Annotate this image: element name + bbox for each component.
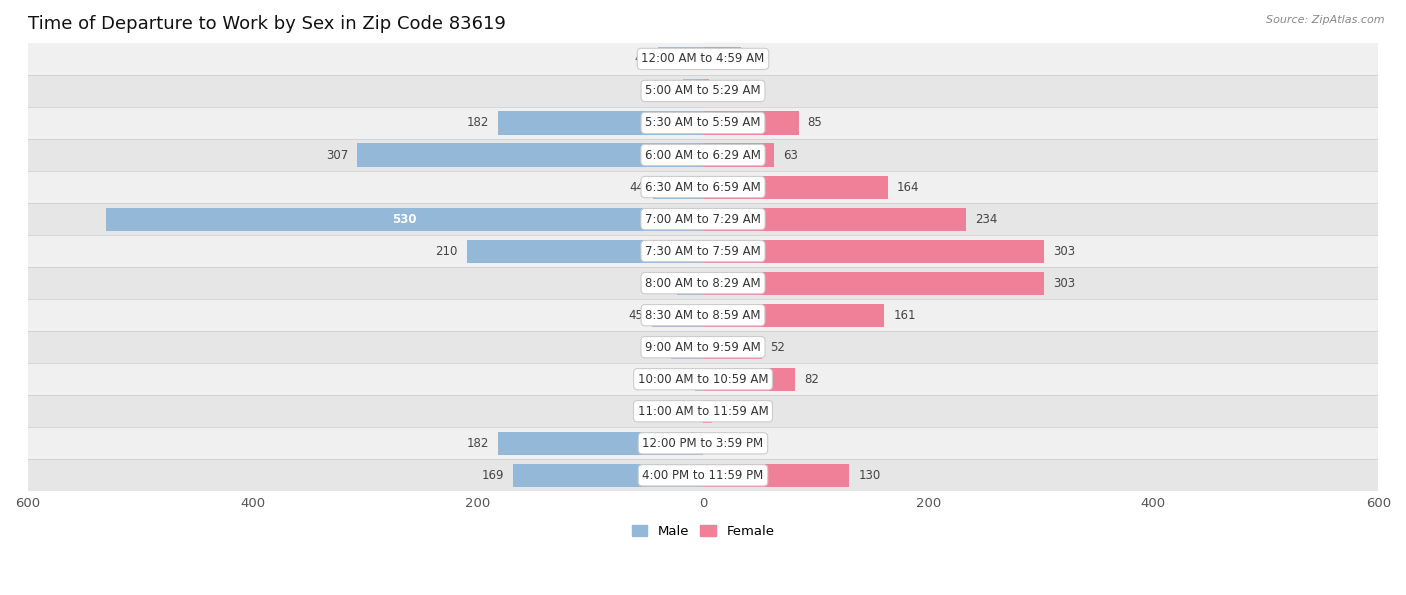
FancyBboxPatch shape — [28, 331, 1378, 363]
Bar — [703, 48, 741, 70]
Bar — [703, 176, 887, 199]
Bar — [498, 111, 703, 134]
Bar — [695, 368, 703, 391]
Text: 28: 28 — [648, 341, 662, 353]
Text: 182: 182 — [467, 437, 489, 450]
Text: Source: ZipAtlas.com: Source: ZipAtlas.com — [1267, 15, 1385, 25]
Text: 8: 8 — [721, 405, 728, 418]
FancyBboxPatch shape — [28, 107, 1378, 139]
Bar — [703, 400, 711, 423]
Bar — [678, 271, 703, 295]
Text: 12:00 AM to 4:59 AM: 12:00 AM to 4:59 AM — [641, 52, 765, 65]
FancyBboxPatch shape — [28, 427, 1378, 459]
Bar — [513, 464, 703, 487]
Bar — [703, 111, 799, 134]
Text: 164: 164 — [897, 180, 920, 193]
Text: 8:00 AM to 8:29 AM: 8:00 AM to 8:29 AM — [645, 277, 761, 290]
Legend: Male, Female: Male, Female — [626, 519, 780, 543]
Bar — [672, 336, 703, 359]
Bar — [683, 79, 703, 102]
Text: 4:00 PM to 11:59 PM: 4:00 PM to 11:59 PM — [643, 469, 763, 482]
Text: 40: 40 — [634, 52, 650, 65]
FancyBboxPatch shape — [28, 267, 1378, 299]
Text: 210: 210 — [436, 245, 457, 258]
Text: 530: 530 — [392, 212, 418, 226]
Text: 234: 234 — [976, 212, 998, 226]
Bar — [703, 208, 966, 231]
Bar — [654, 176, 703, 199]
Text: 7:00 AM to 7:29 AM: 7:00 AM to 7:29 AM — [645, 212, 761, 226]
Text: 8:30 AM to 8:59 AM: 8:30 AM to 8:59 AM — [645, 309, 761, 322]
Bar — [703, 464, 849, 487]
Text: 63: 63 — [783, 149, 797, 161]
Text: 11:00 AM to 11:59 AM: 11:00 AM to 11:59 AM — [638, 405, 768, 418]
Text: 9:00 AM to 9:59 AM: 9:00 AM to 9:59 AM — [645, 341, 761, 353]
Bar — [703, 240, 1045, 262]
Text: 5: 5 — [717, 84, 725, 98]
Bar — [498, 432, 703, 455]
FancyBboxPatch shape — [28, 395, 1378, 427]
Text: 5:30 AM to 5:59 AM: 5:30 AM to 5:59 AM — [645, 117, 761, 130]
Bar — [703, 336, 762, 359]
FancyBboxPatch shape — [28, 43, 1378, 75]
Text: 23: 23 — [654, 277, 668, 290]
Bar — [357, 143, 703, 167]
Text: 85: 85 — [807, 117, 823, 130]
Text: 169: 169 — [481, 469, 503, 482]
FancyBboxPatch shape — [28, 459, 1378, 491]
Bar — [703, 271, 1045, 295]
Text: 307: 307 — [326, 149, 349, 161]
Text: Time of Departure to Work by Sex in Zip Code 83619: Time of Departure to Work by Sex in Zip … — [28, 15, 505, 33]
Text: 182: 182 — [467, 117, 489, 130]
Text: 5:00 AM to 5:29 AM: 5:00 AM to 5:29 AM — [645, 84, 761, 98]
Text: 12:00 PM to 3:59 PM: 12:00 PM to 3:59 PM — [643, 437, 763, 450]
Bar — [652, 303, 703, 327]
Bar — [658, 48, 703, 70]
Text: 0: 0 — [686, 405, 695, 418]
Text: 130: 130 — [858, 469, 880, 482]
FancyBboxPatch shape — [28, 203, 1378, 235]
FancyBboxPatch shape — [28, 235, 1378, 267]
FancyBboxPatch shape — [28, 75, 1378, 107]
Text: 6:30 AM to 6:59 AM: 6:30 AM to 6:59 AM — [645, 180, 761, 193]
FancyBboxPatch shape — [28, 139, 1378, 171]
Text: 52: 52 — [770, 341, 786, 353]
Bar — [703, 79, 709, 102]
Text: 303: 303 — [1053, 277, 1076, 290]
Bar — [703, 143, 773, 167]
Text: 7: 7 — [679, 372, 686, 386]
Text: 161: 161 — [893, 309, 915, 322]
Bar — [107, 208, 703, 231]
Text: 18: 18 — [659, 84, 673, 98]
Text: 82: 82 — [804, 372, 820, 386]
FancyBboxPatch shape — [28, 299, 1378, 331]
Text: 10:00 AM to 10:59 AM: 10:00 AM to 10:59 AM — [638, 372, 768, 386]
Bar — [467, 240, 703, 262]
Bar — [703, 303, 884, 327]
Text: 7:30 AM to 7:59 AM: 7:30 AM to 7:59 AM — [645, 245, 761, 258]
Bar — [703, 368, 796, 391]
Text: 44: 44 — [630, 180, 644, 193]
Text: 0: 0 — [711, 437, 720, 450]
Text: 303: 303 — [1053, 245, 1076, 258]
FancyBboxPatch shape — [28, 171, 1378, 203]
Text: 45: 45 — [628, 309, 644, 322]
Text: 34: 34 — [751, 52, 765, 65]
FancyBboxPatch shape — [28, 363, 1378, 395]
Text: 6:00 AM to 6:29 AM: 6:00 AM to 6:29 AM — [645, 149, 761, 161]
